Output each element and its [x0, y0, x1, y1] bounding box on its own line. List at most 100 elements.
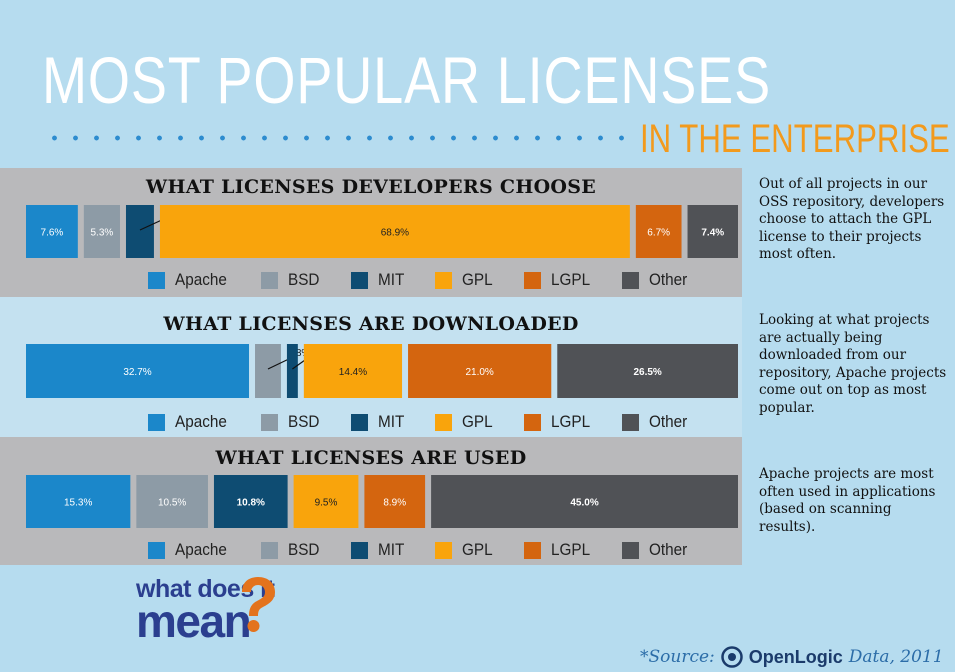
bar-3-gpl	[293, 475, 359, 528]
legend-swatch-bsd	[260, 271, 278, 289]
legend-item-gpl: GPL	[434, 270, 496, 290]
bar-label-2-apache: 32.7%	[123, 367, 151, 378]
legend-item-lgpl: LGPL	[523, 270, 594, 290]
legend-label-lgpl: LGPL	[550, 270, 591, 289]
bar-1-mit	[125, 205, 154, 258]
legend-label-other: Other	[649, 270, 688, 289]
legend-item-mit: MIT	[350, 270, 407, 290]
legend-label-apache: Apache	[175, 540, 227, 559]
legend-swatch-lgpl	[523, 541, 541, 559]
legend-item-mit: MIT	[350, 412, 407, 432]
legend-label-apache: Apache	[175, 412, 227, 431]
legend-swatch-apache	[148, 541, 165, 559]
legend-swatch-gpl	[434, 541, 452, 559]
legend-label-lgpl: LGPL	[550, 540, 591, 559]
bar-label-1-apache: 7.6%	[41, 228, 64, 239]
legend-item-gpl: GPL	[434, 540, 496, 560]
bar-label-1-lgpl: 6.7%	[647, 228, 670, 239]
bar-3-other	[431, 475, 738, 528]
legend-swatch-bsd	[260, 413, 278, 431]
section-title-developers-choose: WHAT LICENSES DEVELOPERS CHOOSE	[145, 176, 597, 198]
bar-label-3-mit: 10.8%	[237, 498, 265, 509]
bar-1-apache	[26, 205, 78, 258]
bar-label-1-bsd: 5.3%	[91, 228, 114, 239]
bar-3-apache	[26, 475, 131, 528]
bar-2-mit	[286, 344, 298, 398]
question-mark-icon	[242, 577, 275, 632]
openlogic-logo-icon	[721, 646, 743, 668]
legend-label-bsd: BSD	[287, 412, 320, 431]
legend-swatch-mit	[350, 541, 368, 559]
bar-3-bsd	[136, 475, 208, 528]
legend-label-other: Other	[649, 412, 688, 431]
bar-2-other	[557, 344, 738, 398]
bar-1-bsd	[83, 205, 120, 258]
legend-item-mit: MIT	[350, 540, 407, 560]
page-subtitle: IN THE ENTERPRISE	[640, 117, 950, 161]
source-brand: OpenLogic	[748, 646, 843, 667]
bar-3-lgpl	[364, 475, 426, 528]
bar-label-2-bsd: 3.8%	[288, 348, 311, 359]
legend-label-gpl: GPL	[461, 412, 493, 431]
legend-item-bsd: BSD	[260, 540, 323, 560]
bar-label-1-gpl: 68.9%	[381, 228, 409, 239]
bar-label-2-lgpl: 21.0%	[465, 367, 493, 378]
legend-swatch-other	[622, 413, 640, 431]
legend-item-apache: Apache	[148, 540, 233, 560]
legend-label-lgpl: LGPL	[550, 412, 591, 431]
bar-2-lgpl	[408, 344, 552, 398]
legend-item-lgpl: LGPL	[523, 412, 594, 432]
legend-label-bsd: BSD	[287, 270, 320, 289]
legend-swatch-gpl	[434, 271, 452, 289]
legend-label-mit: MIT	[377, 412, 404, 431]
section-title-used: WHAT LICENSES ARE USED	[215, 447, 527, 469]
legend-swatch-gpl	[434, 413, 452, 431]
legend-used: Apache BSD MIT GPL LGPL Other	[148, 539, 720, 561]
legend-swatch-other	[622, 271, 640, 289]
legend-swatch-mit	[350, 271, 368, 289]
bar-label-3-gpl: 9.5%	[315, 498, 338, 509]
legend-swatch-apache	[148, 271, 165, 289]
source-suffix: Data, 2011	[848, 647, 944, 667]
section-title-downloaded: WHAT LICENSES ARE DOWNLOADED	[163, 313, 579, 335]
bar-2-bsd	[255, 344, 281, 398]
legend-swatch-bsd	[260, 541, 278, 559]
legend-swatch-lgpl	[523, 413, 541, 431]
legend-item-bsd: BSD	[260, 412, 323, 432]
source-prefix: *Source:	[640, 647, 715, 667]
legend-item-other: Other	[622, 540, 692, 560]
bar-label-1-other: 7.4%	[701, 228, 724, 239]
legend-item-other: Other	[622, 270, 692, 290]
bar-2-apache	[26, 344, 250, 398]
bar-label-3-bsd: 10.5%	[158, 498, 186, 509]
legend-label-mit: MIT	[377, 270, 404, 289]
legend-label-apache: Apache	[175, 270, 227, 289]
legend-item-other: Other	[622, 412, 692, 432]
legend-downloaded: Apache BSD MIT GPL LGPL Other	[148, 411, 720, 433]
legend-swatch-apache	[148, 413, 165, 431]
legend-swatch-mit	[350, 413, 368, 431]
source-credit: *Source: OpenLogic Data, 2011	[640, 644, 944, 670]
bar-1-gpl	[159, 205, 630, 258]
dotted-divider	[44, 134, 632, 142]
bar-label-3-apache: 15.3%	[64, 498, 92, 509]
legend-label-mit: MIT	[377, 540, 404, 559]
legend-label-bsd: BSD	[287, 540, 320, 559]
legend-label-gpl: GPL	[461, 540, 493, 559]
legend-item-apache: Apache	[148, 412, 233, 432]
bar-2-gpl	[303, 344, 403, 398]
bar-label-3-lgpl: 8.9%	[383, 498, 406, 509]
bar-1-lgpl	[635, 205, 682, 258]
description-downloaded: Looking at what projects are actually be…	[759, 312, 947, 416]
bar-label-2-other: 26.5%	[633, 367, 661, 378]
legend-item-gpl: GPL	[434, 412, 496, 432]
logo-line2: mean	[136, 595, 252, 647]
legend-swatch-lgpl	[523, 271, 541, 289]
bar-label-2-gpl: 14.4%	[339, 367, 367, 378]
legend-item-lgpl: LGPL	[523, 540, 594, 560]
legend-developers-choose: Apache BSD MIT GPL LGPL Other	[148, 269, 720, 291]
legend-swatch-other	[622, 541, 640, 559]
bar-3-mit	[213, 475, 288, 528]
legend-item-bsd: BSD	[260, 270, 323, 290]
